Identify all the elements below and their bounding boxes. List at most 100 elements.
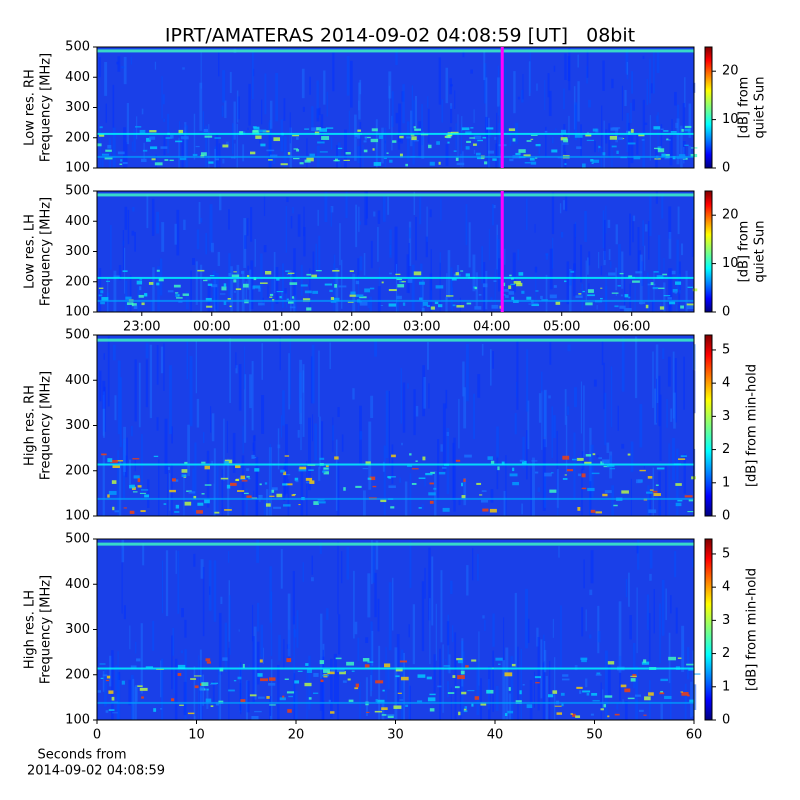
texture-stroke <box>213 448 216 516</box>
texture-dot <box>214 137 221 139</box>
texture-dot <box>482 508 489 512</box>
colorbar-label: [dB] from min-hold <box>745 364 760 487</box>
texture-dot <box>387 714 394 719</box>
texture-dot <box>362 468 369 470</box>
colorbar-tick-label: 1 <box>722 679 730 694</box>
texture-dot <box>428 492 436 496</box>
texture-dot <box>598 457 603 460</box>
texture-stroke <box>297 214 301 237</box>
texture-stroke <box>130 674 134 720</box>
texture-dot <box>140 489 149 491</box>
texture-stroke <box>493 204 496 209</box>
texture-stroke <box>534 224 536 233</box>
texture-dot <box>551 149 558 153</box>
texture-dot <box>667 297 672 300</box>
texture-stroke <box>624 89 627 107</box>
texture-dot <box>288 695 293 698</box>
texture-stroke <box>244 235 247 249</box>
colorbar-label: [dB] from min-hold <box>745 568 760 691</box>
texture-dot <box>675 483 682 486</box>
texture-dot <box>666 138 669 140</box>
texture-dot <box>636 479 642 484</box>
texture-stroke <box>626 61 629 75</box>
texture-stroke <box>423 376 426 409</box>
texture-stroke <box>284 288 287 294</box>
texture-dot <box>581 658 587 663</box>
texture-dot <box>510 283 516 285</box>
texture-stroke <box>462 361 465 397</box>
texture-stroke <box>632 215 634 243</box>
texture-stroke <box>335 267 339 312</box>
texture-dot <box>359 301 368 306</box>
y-tick-label: 500 <box>65 532 90 547</box>
texture-dot <box>139 286 142 291</box>
texture-dot <box>171 698 175 702</box>
texture-stroke <box>418 121 422 158</box>
texture-dot <box>233 291 237 293</box>
texture-stroke <box>517 96 521 100</box>
texture-dot <box>655 484 659 486</box>
texture-dot <box>177 294 180 297</box>
texture-dot <box>153 455 159 458</box>
texture-dot <box>317 501 326 504</box>
texture-stroke <box>421 131 425 159</box>
texture-dot <box>231 274 240 278</box>
texture-dot <box>653 271 659 273</box>
texture-dot <box>137 478 141 483</box>
texture-dot <box>585 454 592 457</box>
texture-dot <box>509 158 514 162</box>
texture-stroke <box>275 72 279 122</box>
texture-dot <box>355 683 360 688</box>
texture-dot <box>652 287 659 290</box>
texture-dot <box>521 460 527 465</box>
texture-dot <box>120 159 123 162</box>
texture-stroke <box>363 253 366 276</box>
texture-dot <box>474 306 482 310</box>
texture-dot <box>163 503 167 505</box>
texture-dot <box>680 455 687 457</box>
texture-stroke <box>245 281 247 303</box>
texture-dot <box>160 708 163 710</box>
texture-stroke <box>152 620 155 651</box>
texture-stroke <box>192 258 196 266</box>
texture-stroke <box>639 254 643 305</box>
texture-stroke <box>484 620 486 632</box>
texture-dot <box>253 285 261 289</box>
texture-dot <box>334 284 338 288</box>
texture-stroke <box>371 540 373 585</box>
texture-stroke <box>311 577 314 582</box>
texture-stroke <box>292 570 295 625</box>
texture-stroke <box>449 105 453 124</box>
x-tick-label: 50 <box>586 728 603 743</box>
texture-dot <box>139 129 146 134</box>
texture-stroke <box>450 580 453 595</box>
texture-dot <box>292 134 300 137</box>
texture-dot <box>616 150 619 154</box>
texture-dot <box>680 305 684 309</box>
texture-stroke <box>409 540 412 588</box>
texture-stroke <box>137 286 141 312</box>
texture-dot <box>660 128 664 130</box>
texture-stroke <box>355 204 358 248</box>
texture-dot <box>233 271 237 273</box>
texture-stroke <box>674 358 677 423</box>
texture-stroke <box>625 579 628 598</box>
texture-dot <box>474 696 480 700</box>
texture-stroke <box>481 246 484 284</box>
texture-stroke <box>239 683 242 711</box>
texture-stroke <box>318 350 320 417</box>
texture-stroke <box>551 136 554 144</box>
texture-dot <box>663 295 671 297</box>
texture-dot <box>355 485 362 488</box>
texture-dot <box>190 678 197 680</box>
texture-dot <box>141 158 147 163</box>
texture-stroke <box>348 110 350 134</box>
texture-dot <box>421 307 425 312</box>
texture-stroke <box>681 625 685 673</box>
texture-stroke <box>610 261 612 269</box>
texture-dot <box>321 136 330 140</box>
texture-stroke <box>581 469 583 516</box>
texture-stroke <box>505 64 507 94</box>
texture-stroke <box>668 231 672 259</box>
texture-dot <box>561 703 564 707</box>
